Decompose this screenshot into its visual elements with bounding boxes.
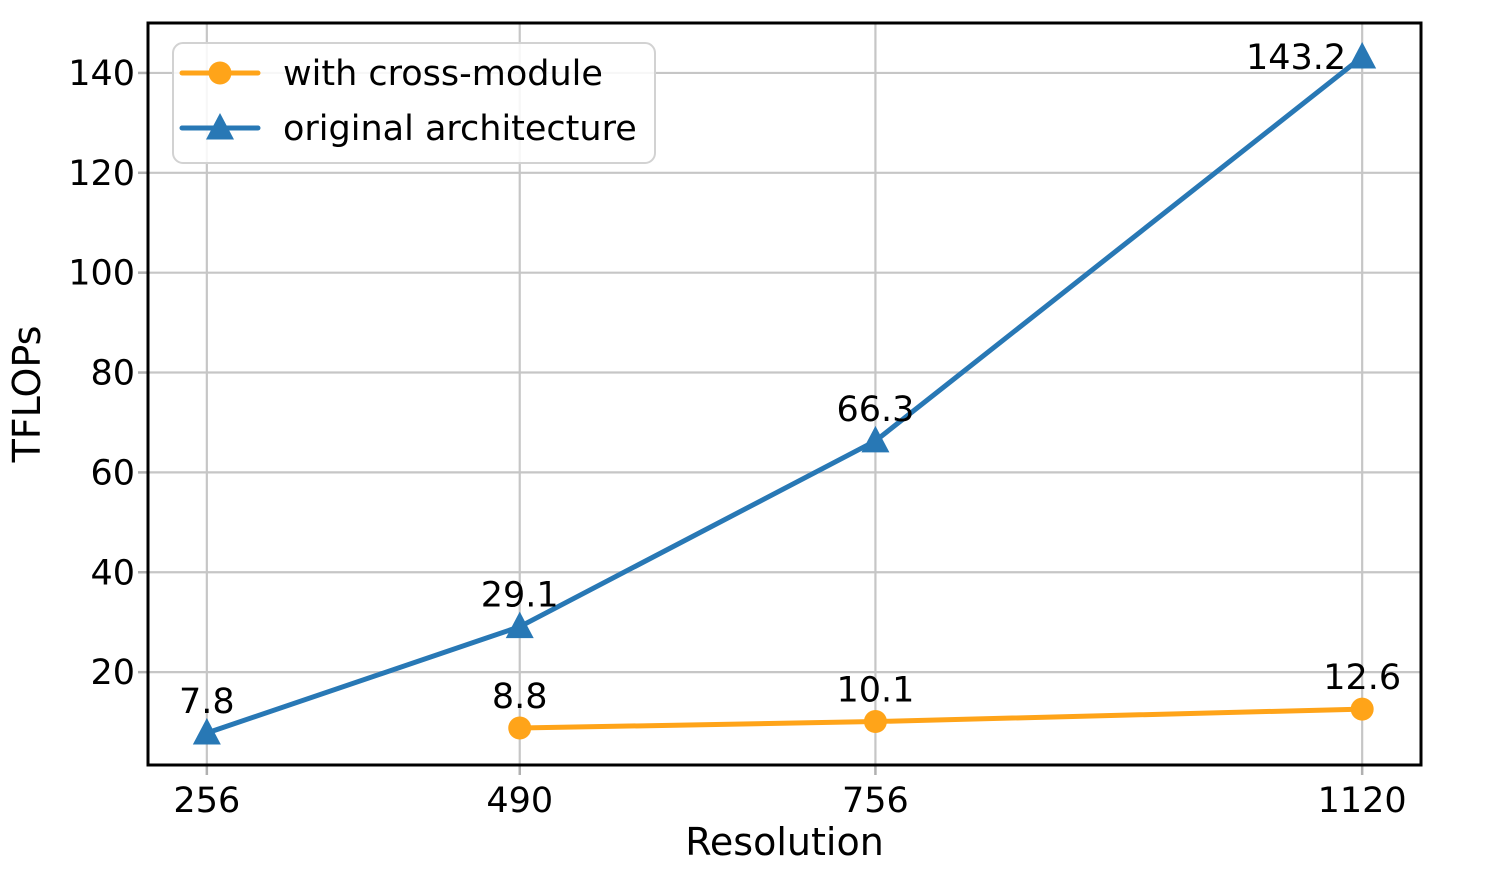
data-point-label: 12.6 — [1323, 658, 1401, 698]
data-point-marker — [505, 611, 534, 639]
legend-label: original architecture — [283, 109, 637, 149]
series-original-architecture — [192, 41, 1377, 745]
data-point-label: 29.1 — [481, 576, 559, 616]
data-point-marker — [863, 710, 887, 734]
data-point-marker — [508, 716, 532, 740]
series-with-cross-module — [508, 697, 1374, 740]
plot-frame — [146, 21, 1423, 767]
data-point-label: 143.2 — [1246, 38, 1346, 78]
legend — [172, 42, 656, 164]
x-tick-label: 1120 — [1318, 781, 1407, 821]
data-point-label: 10.1 — [836, 671, 914, 711]
x-tick-label: 756 — [842, 781, 909, 821]
data-point-label: 66.3 — [836, 390, 914, 430]
data-point-label: 8.8 — [492, 677, 548, 717]
data-point-label: 7.8 — [179, 682, 235, 722]
x-axis-label: Resolution — [685, 820, 884, 864]
data-point-marker — [1348, 41, 1377, 69]
data-point-marker — [1350, 697, 1374, 721]
legend-box — [172, 42, 656, 164]
y-tick-label: 60 — [90, 453, 135, 493]
y-axis-label: TFLOPs — [5, 326, 49, 464]
x-tick-label: 256 — [173, 781, 240, 821]
y-tick-label: 120 — [68, 154, 135, 194]
y-tick-label: 20 — [90, 653, 135, 693]
y-tick-label: 140 — [68, 54, 135, 94]
series-line — [517, 706, 1365, 731]
x-tick-label: 490 — [486, 781, 553, 821]
data-point-marker — [192, 718, 221, 745]
y-tick-label: 100 — [68, 254, 135, 294]
legend-entry — [179, 113, 261, 140]
data-point-marker — [206, 113, 234, 140]
data-point-marker — [861, 425, 890, 453]
legend-label: with cross-module — [283, 54, 603, 94]
data-point-marker — [208, 61, 232, 85]
y-tick-label: 80 — [90, 354, 135, 394]
legend-entry — [179, 61, 261, 85]
series-line — [204, 54, 1365, 736]
y-tick-label: 40 — [90, 553, 135, 593]
